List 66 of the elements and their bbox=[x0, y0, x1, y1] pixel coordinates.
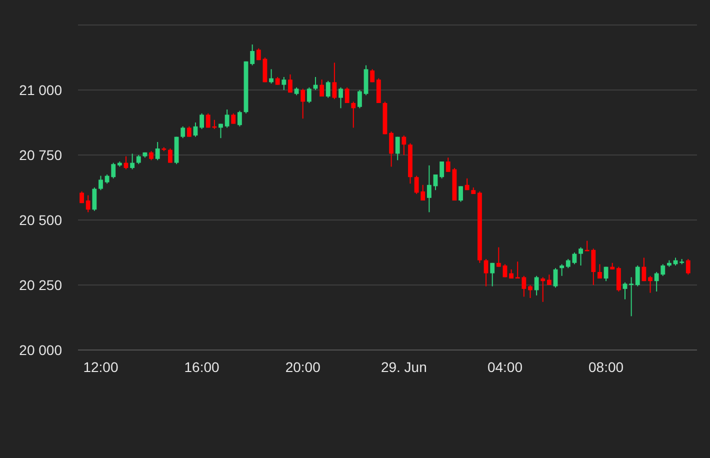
candlestick bbox=[686, 258, 690, 276]
candlestick bbox=[86, 194, 90, 213]
y-tick-label: 20 250 bbox=[19, 276, 62, 293]
candlestick bbox=[98, 175, 103, 191]
candlestick bbox=[553, 268, 558, 288]
candlestick bbox=[130, 153, 135, 170]
candlestick bbox=[598, 264, 602, 279]
candlestick bbox=[578, 246, 583, 266]
candlestick bbox=[320, 79, 324, 97]
candlestick bbox=[648, 275, 652, 294]
x-tick-label: 16:00 bbox=[184, 359, 220, 375]
candlestick bbox=[200, 112, 204, 130]
candlestick bbox=[224, 109, 230, 128]
candlestick bbox=[92, 187, 97, 212]
candlestick bbox=[344, 86, 350, 104]
candlestick bbox=[622, 282, 628, 300]
candlestick bbox=[180, 126, 186, 139]
candlestick bbox=[288, 74, 292, 94]
x-tick-label: 12:00 bbox=[83, 359, 118, 375]
candlestick bbox=[282, 76, 286, 90]
candlestick bbox=[300, 88, 306, 120]
candlestick bbox=[604, 266, 608, 282]
x-tick-label: 04:00 bbox=[487, 359, 523, 375]
candlestick bbox=[490, 262, 495, 287]
candlestick bbox=[326, 80, 330, 98]
candlestick bbox=[484, 258, 488, 287]
candlestick bbox=[237, 110, 242, 127]
candlestick bbox=[218, 123, 223, 139]
candlestick bbox=[395, 136, 400, 161]
candlestick bbox=[616, 266, 621, 292]
candlestick bbox=[426, 164, 432, 213]
x-tick-label: 29. Jun bbox=[380, 359, 427, 375]
x-tick-label: 08:00 bbox=[588, 359, 624, 375]
candlestick bbox=[402, 135, 406, 156]
candlestick bbox=[528, 284, 532, 298]
y-tick-label: 20 000 bbox=[19, 342, 62, 358]
candlestick bbox=[168, 148, 172, 164]
candlestick bbox=[136, 154, 141, 165]
candlestick bbox=[338, 86, 343, 109]
candlestick bbox=[642, 257, 646, 282]
candlestick bbox=[269, 68, 274, 84]
candlestick bbox=[560, 264, 564, 276]
candlestick bbox=[351, 101, 356, 128]
candlestick bbox=[376, 78, 381, 104]
candlestick bbox=[629, 276, 634, 317]
candlestick bbox=[357, 90, 362, 109]
x-tick-label: 20:00 bbox=[285, 359, 321, 375]
candlestick bbox=[534, 275, 539, 296]
candlestick bbox=[370, 68, 375, 83]
candlestick bbox=[306, 86, 312, 104]
candlestick bbox=[149, 150, 154, 161]
candlestick bbox=[440, 161, 444, 179]
candlestick bbox=[186, 126, 192, 138]
candlestick bbox=[231, 112, 236, 124]
candlestick bbox=[250, 44, 255, 66]
candlestick bbox=[332, 62, 337, 100]
candlestick bbox=[458, 186, 463, 202]
y-tick-label: 20 750 bbox=[19, 146, 62, 163]
candlestick bbox=[635, 265, 640, 287]
candlestick bbox=[566, 258, 570, 269]
candlestick bbox=[496, 246, 501, 268]
candlestick bbox=[155, 142, 160, 161]
y-tick-label: 20 500 bbox=[19, 212, 62, 228]
y-tick-label: 21 000 bbox=[19, 82, 62, 98]
candlestick bbox=[389, 131, 394, 168]
candlestick bbox=[540, 276, 546, 302]
